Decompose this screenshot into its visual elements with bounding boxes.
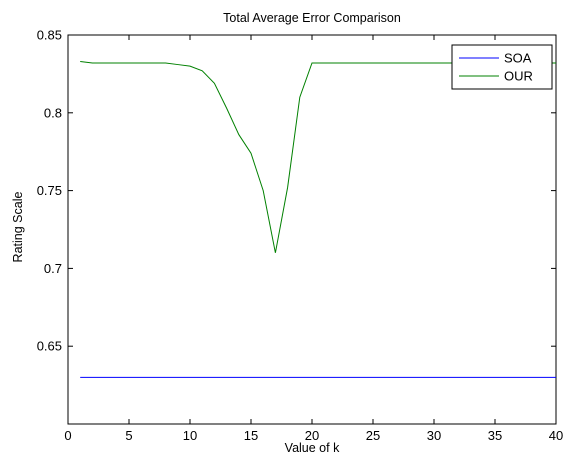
- chart-title: Total Average Error Comparison: [223, 11, 401, 25]
- x-tick-label: 30: [427, 428, 441, 443]
- legend-label-soa: SOA: [504, 51, 532, 66]
- y-tick-label: 0.75: [37, 183, 62, 198]
- x-axis-label: Value of k: [285, 441, 340, 455]
- x-tick-label: 10: [183, 428, 197, 443]
- y-axis-label: Rating Scale: [11, 192, 25, 263]
- legend: SOA OUR: [451, 44, 553, 90]
- axis-ticks: 0 5 10 15 20 25 30 35 40 0.65 0.7 0.75 0.8 0.85: [37, 28, 563, 444]
- x-tick-label: 25: [366, 428, 380, 443]
- y-tick-label: 0.8: [44, 105, 62, 120]
- x-tick-label: 5: [125, 428, 132, 443]
- y-tick-label: 0.85: [37, 28, 62, 43]
- x-tick-label: 0: [64, 428, 71, 443]
- x-tick-label: 20: [305, 428, 319, 443]
- y-tick-label: 0.7: [44, 261, 62, 276]
- x-tick-label: 40: [549, 428, 563, 443]
- legend-label-our: OUR: [504, 69, 533, 84]
- x-tick-label: 35: [488, 428, 502, 443]
- y-tick-label: 0.65: [37, 339, 62, 354]
- legend-box: [451, 44, 553, 90]
- x-tick-label: 15: [244, 428, 258, 443]
- plot-area: [67, 34, 557, 425]
